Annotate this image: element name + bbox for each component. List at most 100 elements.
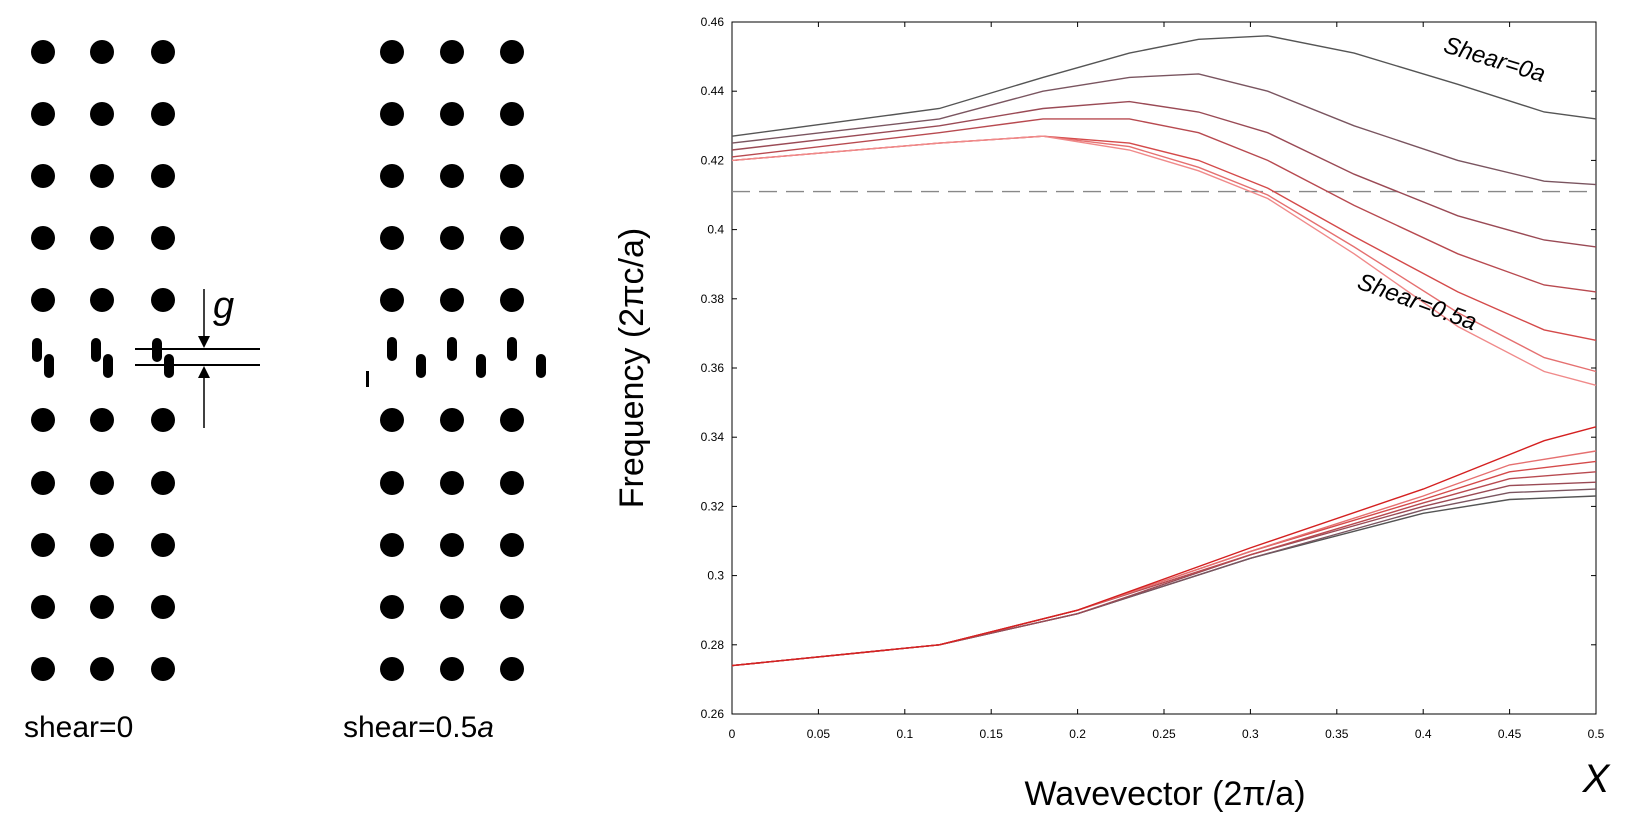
chart-annotations: Shear=0a Shear=0.5a (1354, 32, 1549, 337)
lattice-hole (380, 102, 404, 126)
lattice-hole (440, 595, 464, 619)
lattice-hole (90, 40, 114, 64)
x-tick-label: 0.05 (807, 727, 831, 741)
defect-slot (32, 338, 42, 362)
lattice-hole (151, 533, 175, 557)
x-tick-label: 0.4 (1415, 727, 1432, 741)
lattice-hole (31, 40, 55, 64)
lattice-hole (500, 408, 524, 432)
chart-annotation: Shear=0a (1440, 32, 1548, 88)
y-axis-ticks: 0.26 0.28 0.3 0.32 0.34 0.36 0.38 0.4 0.42 0.44 0.… (701, 15, 1596, 721)
x-tick-label: 0.15 (980, 727, 1004, 741)
lattice-hole (31, 595, 55, 619)
defect-slot (476, 354, 486, 378)
x-axis-title: Wavevector (2π/a) (1024, 775, 1305, 813)
y-axis-title: Frequency (2πc/a) (613, 228, 651, 508)
lattice-shear-0-5a (366, 40, 546, 681)
lattice-hole (440, 471, 464, 495)
y-tick-label: 0.3 (707, 569, 724, 583)
x-axis-ticks: 0 0.05 0.1 0.15 0.2 0.25 0.3 0.35 0.4 0.45 0.5 (729, 22, 1605, 741)
lattice-shear-0 (31, 40, 175, 681)
y-tick-label: 0.42 (701, 153, 725, 167)
lattice-hole (440, 164, 464, 188)
lattice-hole (500, 595, 524, 619)
x-tick-label: 0.35 (1325, 727, 1349, 741)
lattice-hole (90, 595, 114, 619)
lattice-hole (500, 226, 524, 250)
lattice-hole (151, 102, 175, 126)
lattice-hole (380, 657, 404, 681)
lattice-hole (440, 657, 464, 681)
defect-slot (536, 354, 546, 378)
defect-slot (447, 337, 457, 361)
lattice-hole (31, 471, 55, 495)
lattice-hole (500, 102, 524, 126)
lattice-hole (31, 102, 55, 126)
chart-annotation: Shear=0.5a (1354, 268, 1480, 336)
lattice-hole (151, 164, 175, 188)
lattice-hole (440, 408, 464, 432)
lattice-hole (151, 657, 175, 681)
defect-slot (103, 354, 113, 378)
gap-label: g (213, 285, 234, 327)
series-line-lower (731, 460, 1597, 667)
x-tick-label: 0.5 (1588, 727, 1605, 741)
defect-slot-edge (366, 371, 369, 387)
y-tick-label: 0.34 (701, 430, 725, 444)
lattice-hole (380, 471, 404, 495)
series-line-upper (731, 135, 1597, 386)
series-line-lower (731, 450, 1597, 667)
lattice-hole (500, 288, 524, 312)
lattice-hole (440, 226, 464, 250)
lattice-hole (90, 408, 114, 432)
lattice-hole (90, 657, 114, 681)
y-tick-label: 0.36 (701, 361, 725, 375)
defect-slot (387, 337, 397, 361)
series-line-lower (731, 481, 1597, 667)
lattice-hole (151, 471, 175, 495)
gap-marker: g (135, 285, 260, 428)
lattice-hole (500, 40, 524, 64)
lattice-hole (31, 533, 55, 557)
series-line-upper (731, 135, 1597, 373)
lattice-hole (31, 288, 55, 312)
defect-slot (416, 354, 426, 378)
panel-label-shear-0: shear=0 (24, 711, 133, 744)
x-tick-label: 0 (729, 727, 736, 741)
series-lines (731, 35, 1597, 667)
lattice-hole (500, 533, 524, 557)
y-tick-label: 0.26 (701, 707, 725, 721)
lattice-hole (90, 164, 114, 188)
lattice-hole (380, 164, 404, 188)
lattice-hole (90, 226, 114, 250)
x-corner-label: X (1582, 757, 1611, 801)
lattice-hole (500, 471, 524, 495)
x-tick-label: 0.2 (1069, 727, 1086, 741)
y-tick-label: 0.4 (707, 223, 724, 237)
lattice-hole (380, 40, 404, 64)
lattice-hole (380, 226, 404, 250)
x-tick-label: 0.25 (1152, 727, 1176, 741)
lattice-hole (90, 288, 114, 312)
lattice-hole (440, 288, 464, 312)
lattice-hole (90, 533, 114, 557)
defect-slot (91, 338, 101, 362)
defect-slot (507, 337, 517, 361)
lattice-hole (151, 408, 175, 432)
series-line-lower (731, 488, 1597, 667)
x-tick-label: 0.3 (1242, 727, 1259, 741)
lattice-hole (380, 533, 404, 557)
lattice-hole (380, 288, 404, 312)
y-tick-label: 0.28 (701, 638, 725, 652)
gap-arrow-up-head (198, 366, 210, 378)
band-diagram: 0 0.05 0.1 0.15 0.2 0.25 0.3 0.35 0.4 0.45 0.5 0.2… (613, 15, 1611, 813)
y-tick-label: 0.32 (701, 499, 725, 513)
y-tick-label: 0.44 (701, 84, 725, 98)
series-line-upper (731, 118, 1597, 293)
lattice-hole (380, 595, 404, 619)
lattice-hole (31, 657, 55, 681)
lattice-hole (31, 226, 55, 250)
lattice-hole (151, 595, 175, 619)
lattice-hole (440, 40, 464, 64)
lattice-hole (31, 408, 55, 432)
